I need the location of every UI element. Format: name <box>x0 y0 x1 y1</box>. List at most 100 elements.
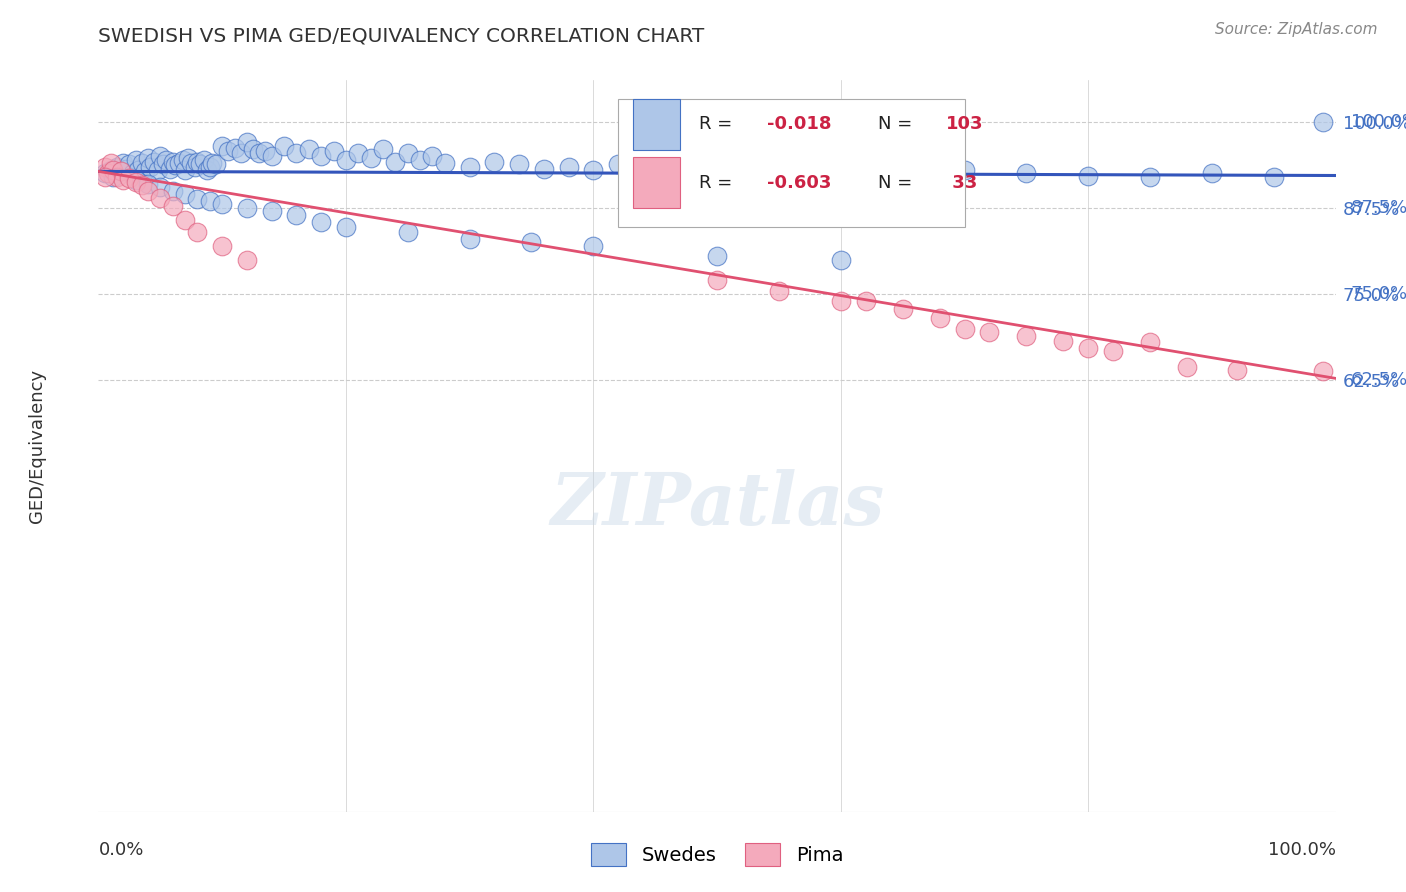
Point <box>582 239 605 253</box>
Point <box>533 161 555 176</box>
Text: R =: R = <box>699 174 738 192</box>
Point <box>409 153 432 167</box>
Point <box>100 156 122 170</box>
Point <box>607 157 630 171</box>
Point <box>830 294 852 309</box>
Point <box>124 173 146 187</box>
Point <box>298 142 321 156</box>
Point <box>180 156 202 170</box>
Point <box>149 149 172 163</box>
Point <box>174 212 197 227</box>
Point <box>149 191 172 205</box>
Point <box>127 163 149 178</box>
Point <box>1226 363 1249 377</box>
Point <box>1312 114 1334 128</box>
Text: 100.0%: 100.0% <box>1268 841 1336 859</box>
FancyBboxPatch shape <box>633 99 681 150</box>
Point <box>201 156 224 170</box>
Point <box>768 284 790 298</box>
Point <box>131 178 153 193</box>
Text: SWEDISH VS PIMA GED/EQUIVALENCY CORRELATION CHART: SWEDISH VS PIMA GED/EQUIVALENCY CORRELAT… <box>98 27 704 45</box>
Point <box>124 153 146 167</box>
Point <box>229 145 252 160</box>
Text: R =: R = <box>699 115 738 133</box>
Text: N =: N = <box>877 115 918 133</box>
Point <box>979 325 1001 339</box>
Point <box>855 169 877 184</box>
Point <box>155 153 177 167</box>
Point <box>186 154 208 169</box>
Point <box>143 154 166 169</box>
Point <box>1175 359 1198 374</box>
Point <box>211 197 233 211</box>
Point <box>110 164 132 178</box>
Point <box>706 273 728 287</box>
Point <box>631 161 654 176</box>
Point <box>1263 169 1285 184</box>
Text: GED/Equivalency: GED/Equivalency <box>28 369 45 523</box>
Point <box>236 136 259 150</box>
Point <box>105 169 128 184</box>
Point <box>953 163 976 178</box>
Point <box>422 149 444 163</box>
FancyBboxPatch shape <box>619 99 965 227</box>
Point <box>118 171 141 186</box>
Point <box>260 204 283 219</box>
Text: 62.5%: 62.5% <box>1351 371 1406 390</box>
Point <box>186 225 208 239</box>
Point <box>371 142 394 156</box>
Point <box>211 138 233 153</box>
Point <box>103 169 125 184</box>
Point <box>681 160 703 174</box>
Point <box>236 201 259 215</box>
Point <box>508 157 530 171</box>
Point <box>1015 166 1038 180</box>
Point <box>520 235 543 250</box>
Point <box>755 164 778 178</box>
Point <box>347 145 370 160</box>
Point <box>582 163 605 178</box>
Point <box>159 161 181 176</box>
Point <box>804 166 827 180</box>
Point <box>260 149 283 163</box>
Point <box>114 161 136 176</box>
Point <box>458 160 481 174</box>
Point <box>891 164 914 178</box>
Point <box>149 180 172 194</box>
Point <box>891 302 914 317</box>
Point <box>254 144 277 158</box>
Point <box>105 160 128 174</box>
Point <box>335 219 357 234</box>
Point <box>731 166 754 180</box>
Point <box>198 160 221 174</box>
Point <box>112 156 135 170</box>
Point <box>198 194 221 208</box>
Point <box>93 166 115 180</box>
Point <box>557 160 579 174</box>
Text: N =: N = <box>877 174 918 192</box>
Text: Source: ZipAtlas.com: Source: ZipAtlas.com <box>1215 22 1378 37</box>
Point <box>384 154 406 169</box>
Point <box>205 157 228 171</box>
Text: 103: 103 <box>946 115 983 133</box>
Legend: Swedes, Pima: Swedes, Pima <box>583 835 851 873</box>
Point <box>152 157 174 171</box>
Text: 33: 33 <box>946 174 977 192</box>
Point <box>97 166 120 180</box>
Point <box>309 149 332 163</box>
Point <box>484 154 506 169</box>
Point <box>136 184 159 198</box>
Point <box>360 151 382 165</box>
Point <box>122 166 145 180</box>
Point <box>162 154 184 169</box>
Point <box>433 156 456 170</box>
Point <box>396 225 419 239</box>
Point <box>1102 343 1125 358</box>
Point <box>309 215 332 229</box>
Point <box>706 249 728 263</box>
Point <box>188 157 211 171</box>
Point <box>184 160 207 174</box>
Point <box>1052 334 1074 348</box>
Point <box>1077 169 1099 183</box>
Point <box>195 163 218 178</box>
